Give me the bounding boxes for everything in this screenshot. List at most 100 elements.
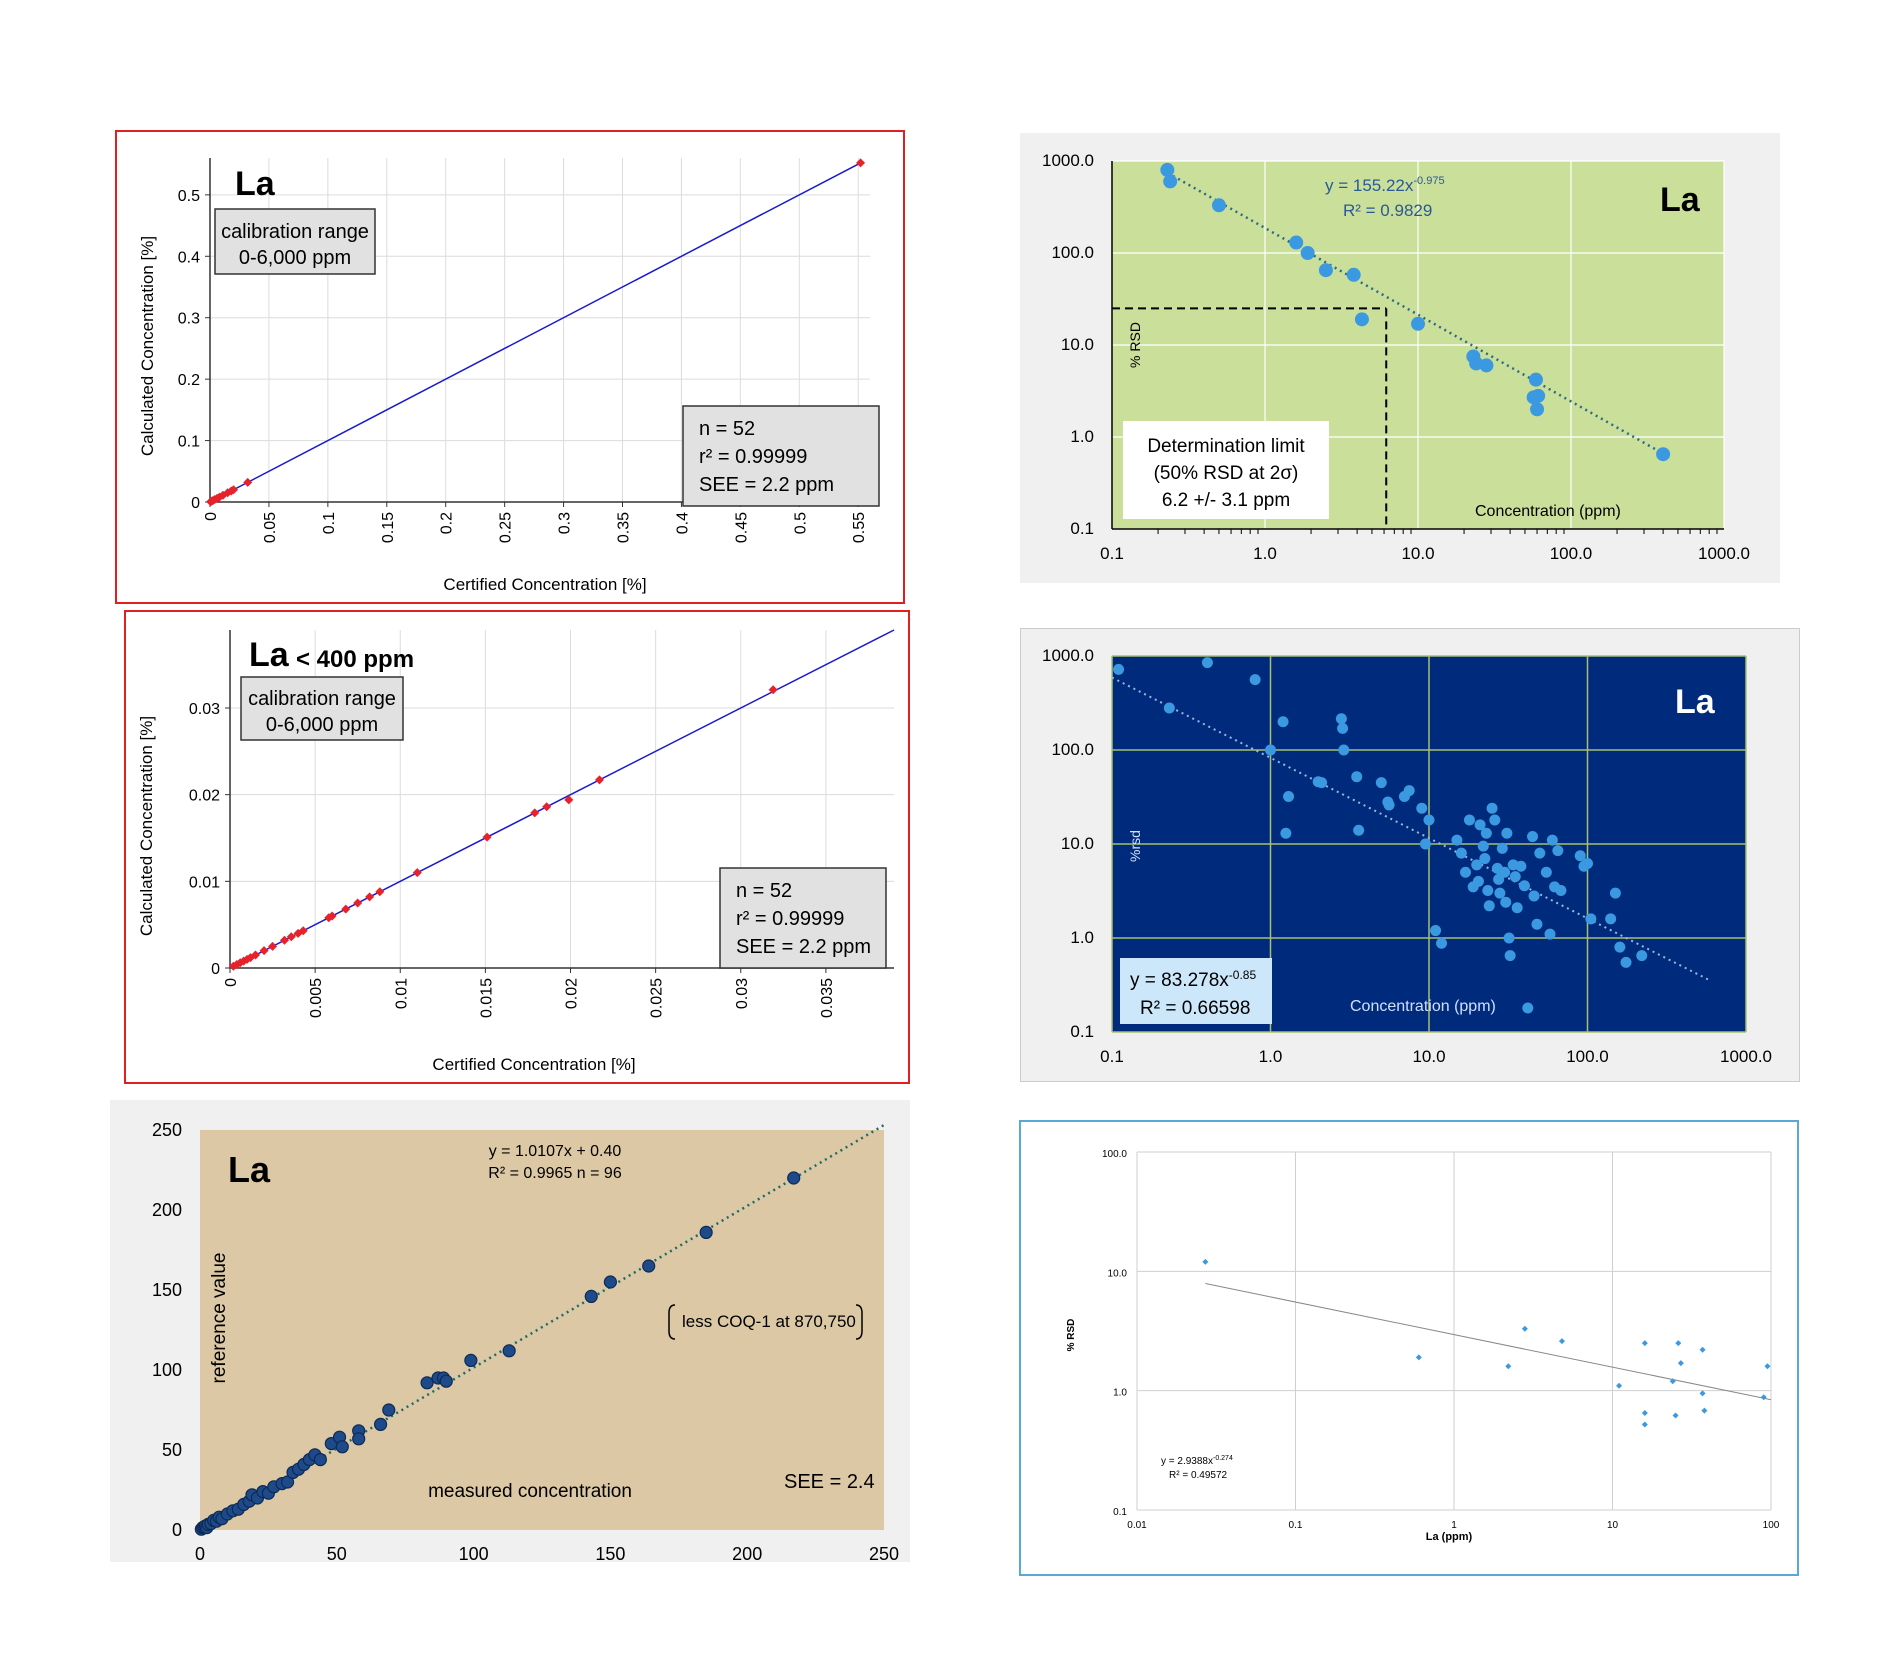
plot-area: 0 50 100 150 200 250 0 50 100 150 200 250: [152, 1120, 899, 1562]
x-tick-label: 0.35: [616, 512, 633, 543]
data-point: [1528, 890, 1540, 902]
x-tick-label: 0.55: [851, 512, 868, 543]
data-point: [1283, 791, 1295, 803]
data-point: [1585, 913, 1597, 925]
x-tick-label: 0.1: [1289, 1520, 1303, 1531]
x-tick-label: 100: [459, 1544, 489, 1562]
y-tick-label: 0.2: [178, 372, 200, 389]
data-point: [1500, 896, 1512, 908]
data-point: [1353, 824, 1365, 836]
x-axis-label: measured concentration: [428, 1481, 632, 1502]
data-point: [1277, 716, 1289, 728]
data-point: [1479, 358, 1494, 373]
data-point: [1436, 937, 1448, 949]
y-axis-label: reference value: [209, 1253, 230, 1384]
x-tick-label: 10: [1607, 1520, 1619, 1531]
x-tick-label: 0.3: [557, 512, 574, 534]
data-point: [1677, 1360, 1684, 1367]
x-tick-label: 250: [869, 1544, 899, 1562]
equation-base: y = 2.9388x: [1161, 1456, 1213, 1467]
stats-line: n = 52: [736, 880, 792, 902]
x-tick-label: 1.0: [1253, 544, 1277, 563]
y-tick-label: 1000.0: [1042, 646, 1094, 665]
data-point: [1609, 887, 1621, 899]
data-point: [239, 956, 249, 966]
data-point: [1505, 1363, 1512, 1370]
y-tick-label: 0.3: [178, 311, 200, 328]
data-point: [1201, 657, 1213, 669]
equation: y = 155.22x-0.975: [1325, 175, 1445, 195]
x-tick-label: 0.01: [393, 978, 410, 1009]
data-point: [1614, 941, 1626, 953]
plot-area: 0.1 1.0 10.0 100.0 1000.0 0.1 1.0 10.0 100.0 1000…: [1042, 151, 1750, 563]
y-tick-label: 50: [162, 1440, 182, 1460]
data-point: [1300, 246, 1315, 260]
data-point: [603, 1275, 617, 1289]
data-point: [1501, 827, 1513, 839]
chart-title: La: [235, 165, 276, 203]
chart-title: La: [228, 1149, 271, 1190]
data-point: [1504, 950, 1516, 962]
x-tick-label: 0.03: [734, 978, 751, 1009]
chart-title: La: [1675, 683, 1716, 721]
data-point: [259, 946, 269, 956]
y-tick-label: 1000.0: [1042, 151, 1094, 170]
x-axis-label: Certified Concentration [%]: [432, 1055, 635, 1074]
plot-area: 0 0.05 0.1 0.15 0.2 0.25 0.3 0.35 0.4 0.45 0.5 0.55…: [178, 158, 870, 543]
data-point: [1318, 263, 1333, 278]
data-point: [1474, 819, 1486, 831]
x-tick-label: 0.45: [733, 512, 750, 543]
x-tick-label: 1: [1451, 1520, 1457, 1531]
y-tick-label: 1.0: [1070, 427, 1094, 446]
x-tick-label: 0.015: [478, 978, 495, 1018]
chart-panel-4: 0.1 1.0 10.0 100.0 1000.0 0.1 1.0 10.0 100.0 1000…: [1020, 133, 1780, 583]
y-tick-label: 250: [152, 1120, 182, 1140]
data-point: [1477, 840, 1489, 852]
y-tick-label: 10.0: [1061, 834, 1094, 853]
y-axis-label: Calculated Concentration [%]: [137, 716, 156, 936]
equation-line: R² = 0.9965 n = 96: [488, 1165, 622, 1182]
data-point: [1471, 859, 1483, 871]
data-point: [642, 1259, 656, 1273]
calibration-range-box: calibration range 0-6,000 ppm: [214, 208, 376, 275]
panel-frame: [1019, 1120, 1799, 1576]
x-tick-label: 0.1: [1100, 544, 1124, 563]
chart-title: La: [249, 636, 290, 674]
data-point: [1163, 702, 1175, 714]
data-point: [1337, 722, 1349, 734]
data-point: [1472, 875, 1484, 887]
equation-box: y = 83.278x-0.85 R² = 0.66598: [1120, 958, 1272, 1024]
data-point: [1503, 932, 1515, 944]
y-tick-label: 0.1: [1113, 1507, 1127, 1518]
data-point: [1672, 1412, 1679, 1419]
stats-line: n = 52: [699, 418, 755, 440]
stats-box: n = 52 r² = 0.99999 SEE = 2.2 ppm: [719, 867, 887, 969]
data-point: [1354, 312, 1369, 327]
x-tick-label: 0.1: [1100, 1047, 1124, 1066]
y-axis-label: % RSD: [1127, 322, 1143, 368]
chart-panel-2: 0 0.005 0.01 0.015 0.02 0.025 0.03 0.035 0 0.01 0.…: [124, 610, 910, 1084]
data-point: [482, 832, 492, 842]
y-tick-label: 0.01: [189, 874, 220, 891]
data-point: [1335, 713, 1347, 725]
y-tick-label: 10.0: [1061, 335, 1094, 354]
data-point: [1605, 913, 1617, 925]
x-tick-label: 200: [732, 1544, 762, 1562]
data-point: [1552, 845, 1564, 857]
fit-line: [209, 162, 861, 503]
data-point: [1555, 885, 1567, 897]
data-point: [1316, 777, 1328, 789]
data-point: [1280, 827, 1292, 839]
data-point: [218, 490, 228, 500]
x-tick-label: 0.025: [649, 978, 666, 1018]
note-bracket: less COQ-1 at 870,750: [668, 1304, 863, 1340]
equation-exponent: -0.274: [1213, 1455, 1233, 1462]
x-tick-label: 10.0: [1401, 544, 1434, 563]
equation-exponent: -0.975: [1413, 175, 1444, 187]
x-tick-label: 100.0: [1566, 1047, 1609, 1066]
data-point: [1483, 900, 1495, 912]
x-axis-label: Concentration (ppm): [1350, 998, 1496, 1015]
data-point: [373, 1417, 388, 1431]
data-point: [245, 953, 255, 963]
x-tick-label: 0.15: [380, 512, 397, 543]
